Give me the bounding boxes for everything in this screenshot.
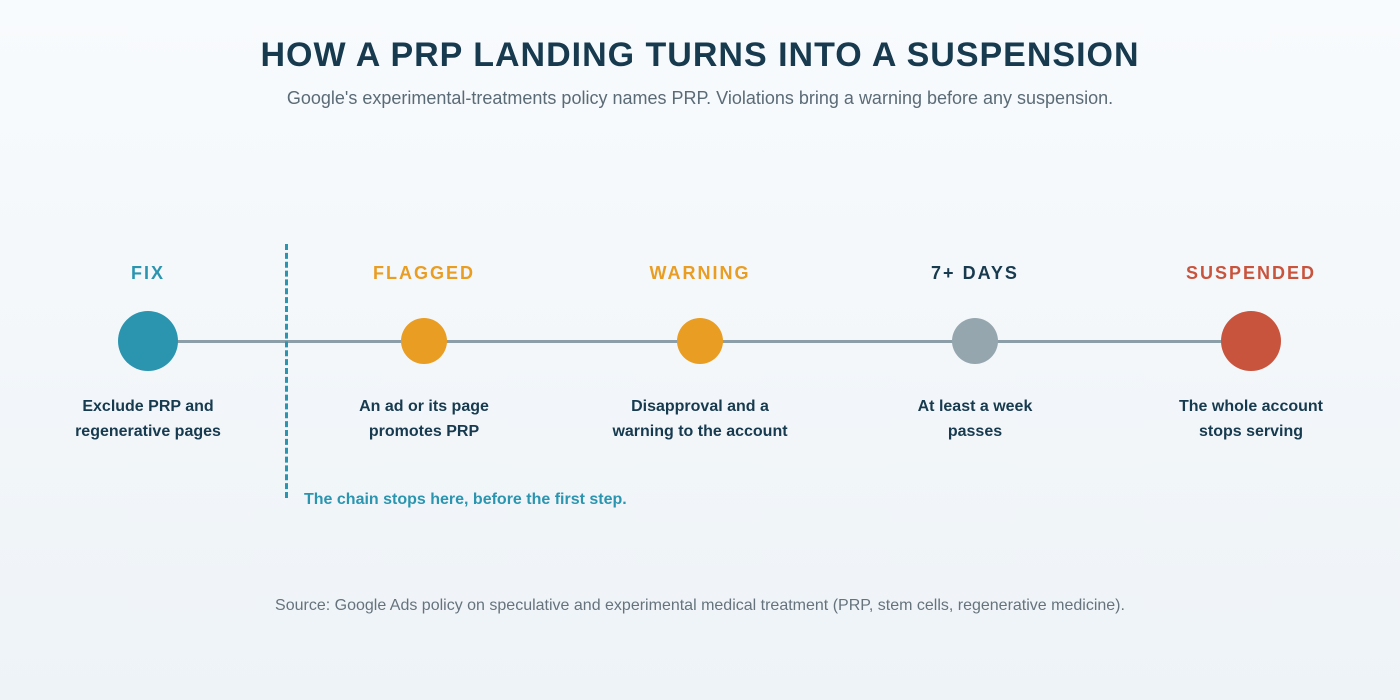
stage-waiting-period-description-line-2: passes (947, 423, 1003, 440)
stage-fix-dot (118, 311, 178, 371)
stage-suspended: SUSPENDED The whole account stops servin… (1141, 0, 1361, 700)
stage-suspended-description: The whole account stops serving (1141, 394, 1361, 444)
diagram-subtitle: Google's experimental-treatments policy … (286, 88, 1114, 108)
stage-fix: FIX Exclude PRP and regenerative pages (38, 0, 258, 700)
chain-stop-note: The chain stops here, before the first s… (304, 491, 627, 508)
stage-suspended-description-line-2: stops serving (1198, 423, 1304, 440)
stage-warning-description-line-1: Disapproval and a (631, 398, 769, 415)
stage-warning-description: Disapproval and a warning to the account (590, 394, 810, 444)
stage-suspended-label: SUSPENDED (1185, 263, 1317, 283)
stage-warning-dot (677, 318, 723, 364)
stage-suspended-dot (1221, 311, 1281, 371)
stage-waiting-period-description: At least a week passes (865, 394, 1085, 444)
stage-waiting-period-label: 7+ DAYS (931, 263, 1019, 283)
stage-flagged-label: FLAGGED (373, 263, 475, 283)
chain-stop-divider (285, 244, 288, 498)
stage-flagged: FLAGGED An ad or its page promotes PRP (314, 0, 534, 700)
diagram-title: HOW A PRP LANDING TURNS INTO A SUSPENSIO… (260, 36, 1140, 74)
stage-warning-description-line-2: warning to the account (612, 423, 788, 440)
stage-fix-description: Exclude PRP and regenerative pages (38, 394, 258, 444)
stage-fix-description-line-1: Exclude PRP and (82, 398, 214, 415)
stage-flagged-dot (401, 318, 447, 364)
stage-fix-description-line-2: regenerative pages (75, 423, 221, 440)
stage-suspended-description-line-1: The whole account (1178, 398, 1323, 415)
stage-warning-label: WARNING (649, 263, 751, 283)
stage-waiting-period: 7+ DAYS At least a week passes (865, 0, 1085, 700)
stage-waiting-period-dot (952, 318, 998, 364)
stage-flagged-description: An ad or its page promotes PRP (314, 394, 534, 444)
stage-waiting-period-description-line-1: At least a week (917, 398, 1033, 415)
stage-fix-label: FIX (130, 263, 165, 283)
stage-flagged-description-line-1: An ad or its page (359, 398, 489, 415)
source-note: Source: Google Ads policy on speculative… (275, 597, 1125, 614)
stage-flagged-description-line-2: promotes PRP (368, 423, 480, 440)
stage-warning: WARNING Disapproval and a warning to the… (590, 0, 810, 700)
